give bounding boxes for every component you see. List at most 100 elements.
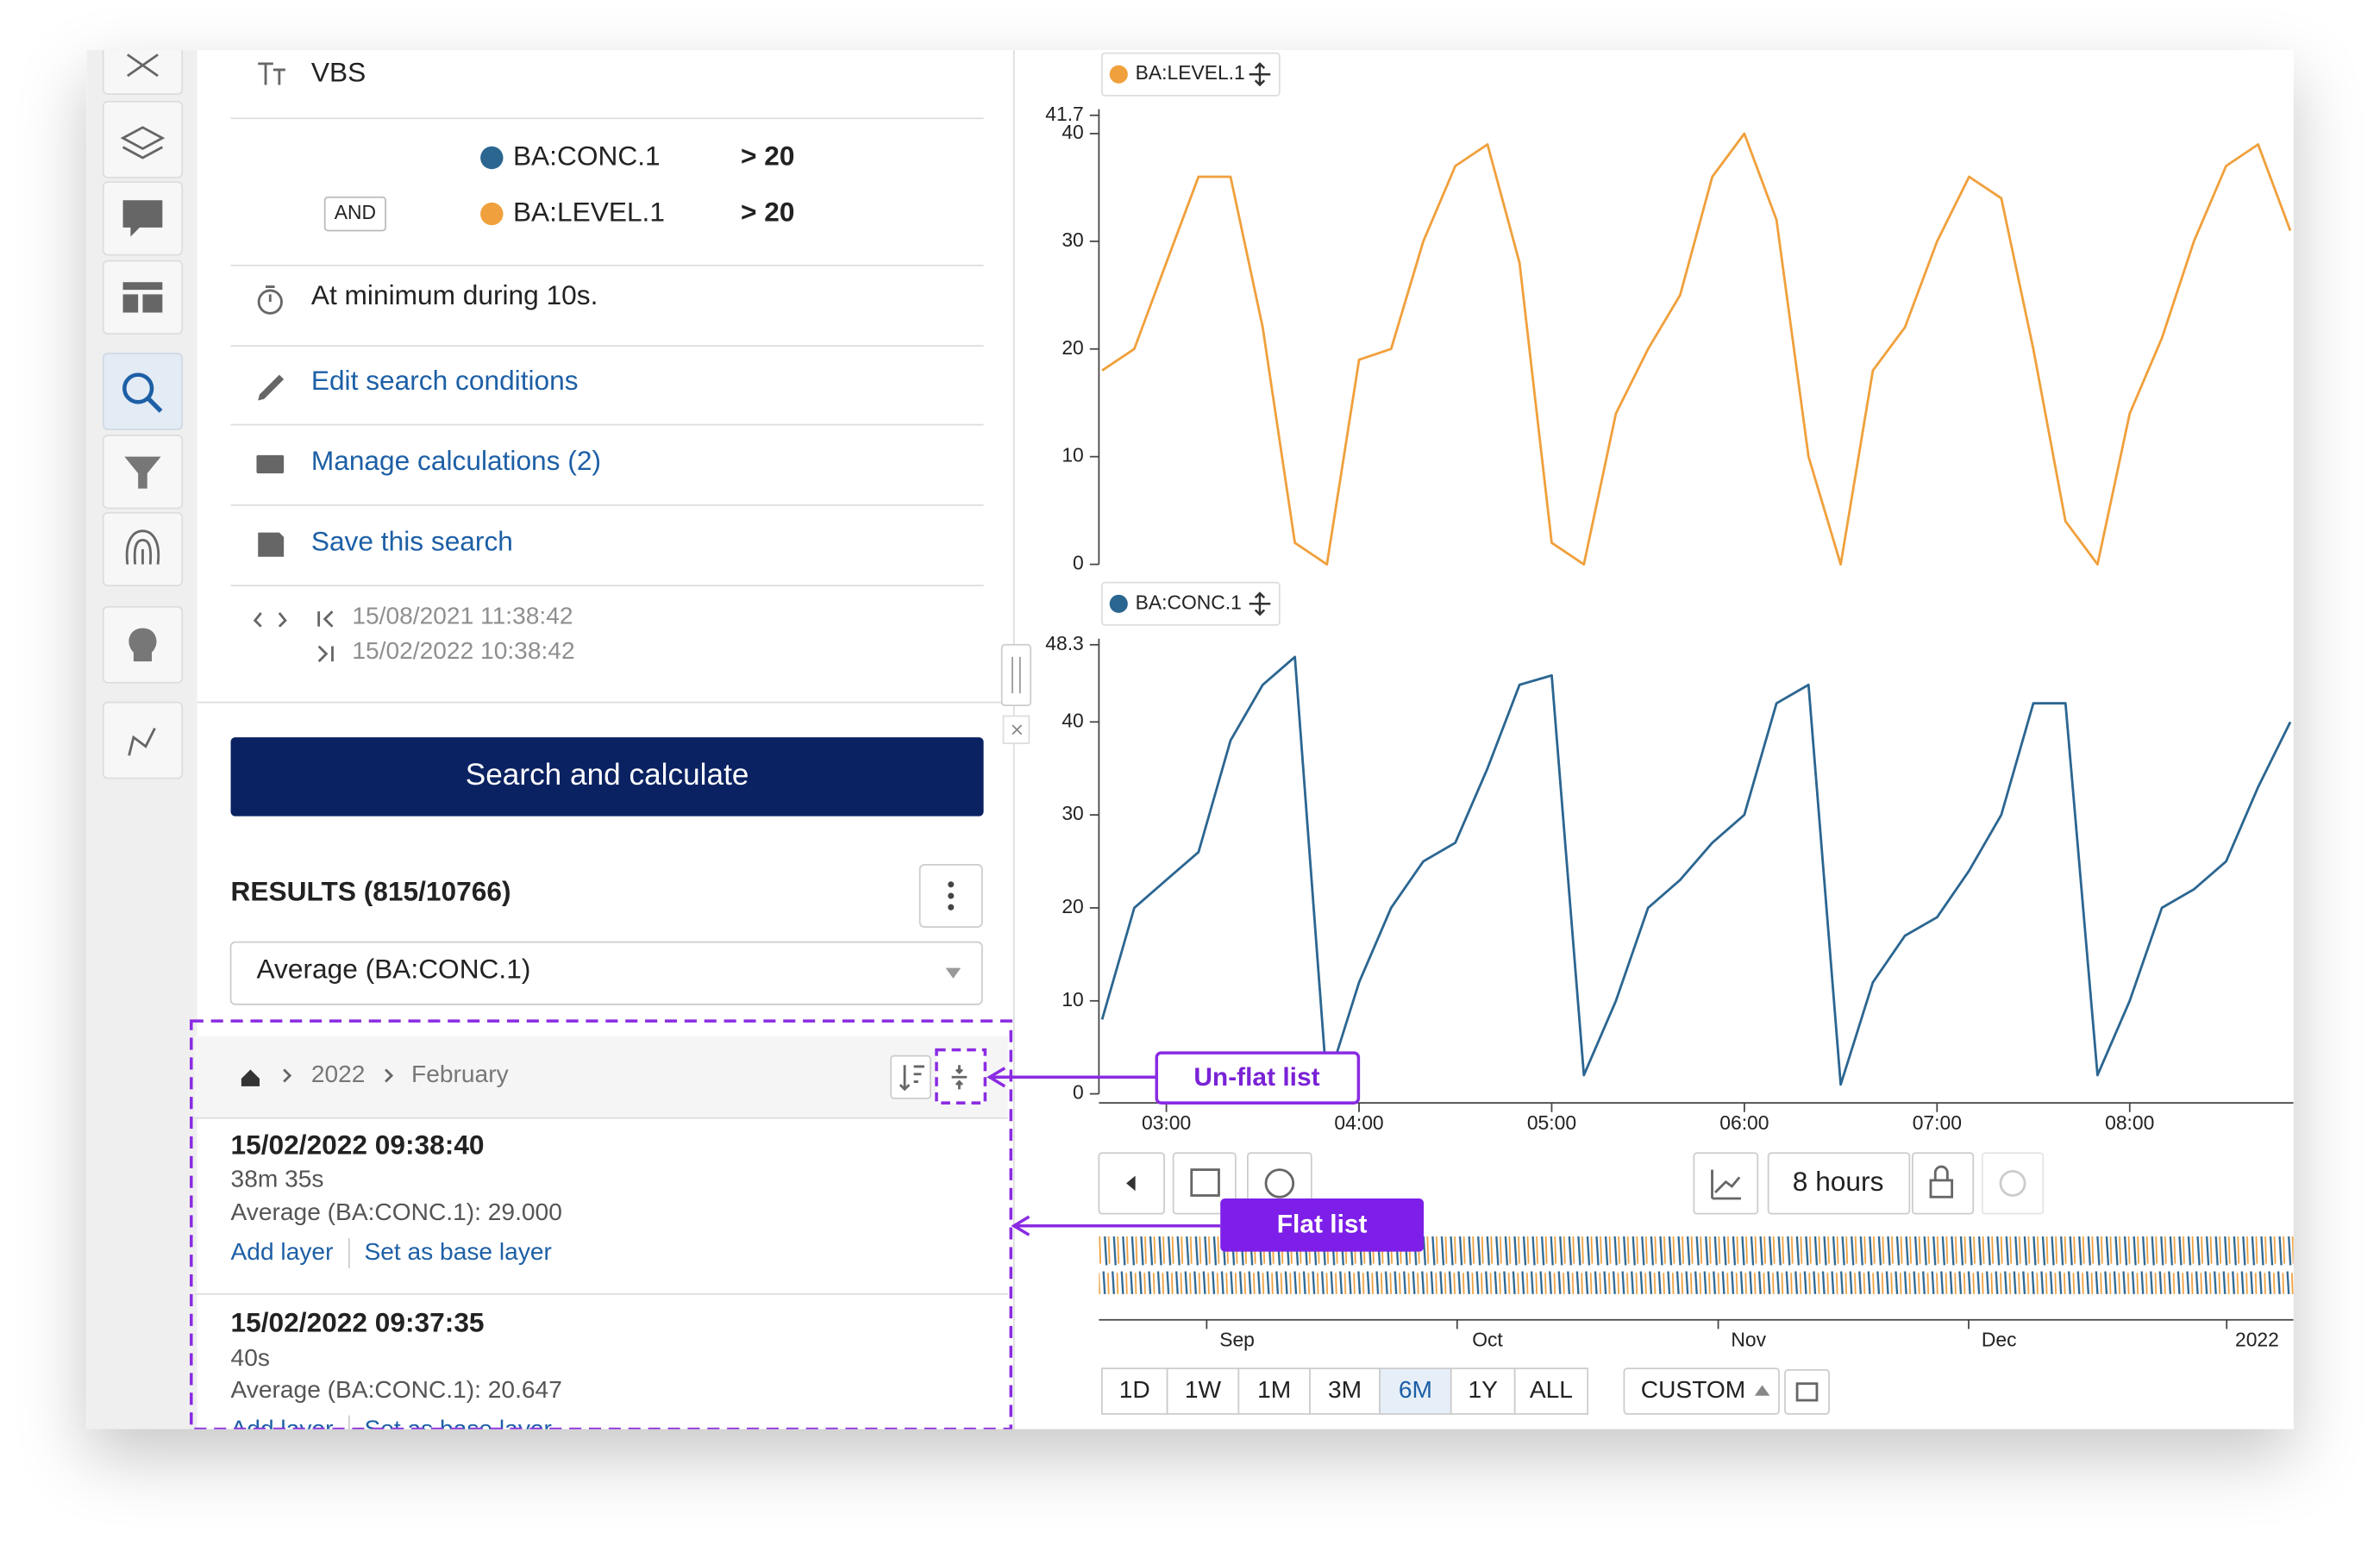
manage-calculations-link[interactable]: Manage calculations (2) <box>311 445 601 476</box>
fit-icon <box>1795 1382 1819 1402</box>
legend-dot <box>1109 65 1128 84</box>
layers-button[interactable] <box>102 101 184 178</box>
window-content: VBS BA:CONC.1 > 20 AND BA:LEVEL.1 > 20 A… <box>86 30 2294 1442</box>
x-tick-label: 05:00 <box>1527 1111 1576 1134</box>
fit-button[interactable] <box>1784 1368 1830 1415</box>
custom-caret <box>1754 1385 1770 1396</box>
breadcrumb-year[interactable]: 2022 <box>311 1061 366 1087</box>
start-icon <box>317 610 334 628</box>
save-search-link[interactable]: Save this search <box>311 525 513 556</box>
history-button[interactable] <box>1981 1152 2045 1215</box>
condition-dot <box>480 146 504 170</box>
highlight-box <box>190 1019 1013 1430</box>
search-button-label: Search and calculate <box>466 758 749 792</box>
tool-button[interactable] <box>102 30 184 95</box>
history-icon <box>1999 1169 2026 1197</box>
legend-label: BA:LEVEL.1 <box>1136 61 1245 84</box>
legend-dot <box>1109 594 1128 613</box>
y-tick-label: 20 <box>1062 336 1083 359</box>
result-timestamp[interactable]: 15/02/2022 09:37:35 <box>231 1306 485 1337</box>
result-timestamp[interactable]: 15/02/2022 09:38:40 <box>231 1130 485 1161</box>
y-tick-label: 30 <box>1062 228 1083 251</box>
duration: At minimum during 10s. <box>311 279 598 310</box>
zoom-label: 1D <box>1119 1376 1150 1403</box>
result-duration: 40s <box>231 1344 270 1371</box>
x-tick-label: 04:00 <box>1334 1111 1383 1134</box>
search-button[interactable] <box>230 737 984 817</box>
operator-badge <box>323 196 386 232</box>
y-tick-label: 20 <box>1062 895 1083 917</box>
graph-button[interactable] <box>102 701 184 779</box>
zoom-label: 6M <box>1399 1376 1432 1403</box>
keyboard-icon <box>256 454 285 473</box>
lock-button[interactable] <box>1911 1152 1975 1215</box>
condition-threshold: > 20 <box>741 196 795 227</box>
bulb-icon <box>128 628 157 662</box>
zoom-button[interactable] <box>1450 1367 1516 1415</box>
sort-select[interactable] <box>229 941 983 1005</box>
zoom-button[interactable] <box>1166 1367 1240 1415</box>
sort-select-value: Average (BA:CONC.1) <box>256 953 530 984</box>
chevron <box>283 1068 292 1083</box>
add-layer-link[interactable]: Add layer <box>231 1416 334 1442</box>
overview-label: Sep <box>1219 1328 1255 1350</box>
save-icon <box>258 532 285 557</box>
zoom-label: 1M <box>1257 1376 1291 1403</box>
search-button[interactable] <box>102 353 184 430</box>
close-icon <box>1012 724 1023 735</box>
x-tick-label: 06:00 <box>1719 1111 1769 1134</box>
y-tick-label: 0 <box>1073 1081 1084 1104</box>
zoom-label: 3M <box>1328 1376 1362 1403</box>
home-icon[interactable] <box>241 1069 260 1086</box>
tool-icon <box>127 53 159 78</box>
overview-label: Dec <box>1982 1328 2017 1350</box>
base-layer-link[interactable]: Set as base layer <box>364 1416 551 1442</box>
splitter-handle[interactable] <box>1000 643 1032 707</box>
legend-chip[interactable] <box>1101 581 1281 626</box>
zoom-button[interactable] <box>1513 1367 1589 1415</box>
chart-mode-icon <box>1711 1169 1741 1200</box>
condition-operator: AND <box>335 201 376 223</box>
fingerprint-icon <box>125 529 160 565</box>
unflat-button[interactable] <box>935 1048 987 1105</box>
zoom-button[interactable] <box>1237 1367 1311 1415</box>
y-tick-label: 10 <box>1062 988 1083 1011</box>
calendar-icon <box>1190 1168 1220 1197</box>
filter-icon <box>124 456 161 489</box>
callout-arrowhead <box>986 1067 1006 1088</box>
dashboard-icon <box>122 282 163 313</box>
zoom-label: ALL <box>1530 1376 1573 1403</box>
sort-order-icon <box>899 1065 924 1092</box>
condition-dot <box>480 202 504 226</box>
edit-conditions-link[interactable]: Edit search conditions <box>311 365 579 396</box>
condition-series: BA:CONC.1 <box>513 140 661 171</box>
move-icon <box>1249 591 1271 616</box>
legend-chip[interactable] <box>1101 52 1281 97</box>
sort-order-button[interactable] <box>890 1054 931 1099</box>
zoom-button[interactable] <box>1309 1367 1381 1415</box>
series-line <box>1101 132 2292 566</box>
comments-icon <box>122 200 163 237</box>
y-tick-label: 40 <box>1062 709 1083 731</box>
clock-icon <box>1264 1168 1295 1198</box>
add-layer-link[interactable]: Add layer <box>231 1238 334 1265</box>
lock-icon <box>1929 1179 1954 1198</box>
calendar-button[interactable] <box>1172 1152 1237 1215</box>
zoom-button[interactable] <box>1101 1367 1168 1415</box>
y-tick-label: 0 <box>1073 552 1084 574</box>
custom-label: CUSTOM <box>1641 1376 1745 1403</box>
base-layer-link[interactable]: Set as base layer <box>364 1238 551 1265</box>
breadcrumb-month[interactable]: February <box>411 1061 510 1087</box>
layers-icon <box>120 126 166 160</box>
y-tick-label: 48.3 <box>1045 632 1084 654</box>
callout <box>1220 1198 1425 1252</box>
callout-label: Un-flat list <box>1193 1063 1319 1092</box>
zoom-button[interactable] <box>1379 1367 1452 1415</box>
window-field[interactable] <box>1767 1152 1911 1215</box>
lock-shackle <box>1933 1165 1949 1180</box>
search-icon <box>122 372 154 404</box>
custom-button[interactable] <box>1623 1367 1780 1415</box>
y-tick-label: 41.7 <box>1045 103 1084 125</box>
